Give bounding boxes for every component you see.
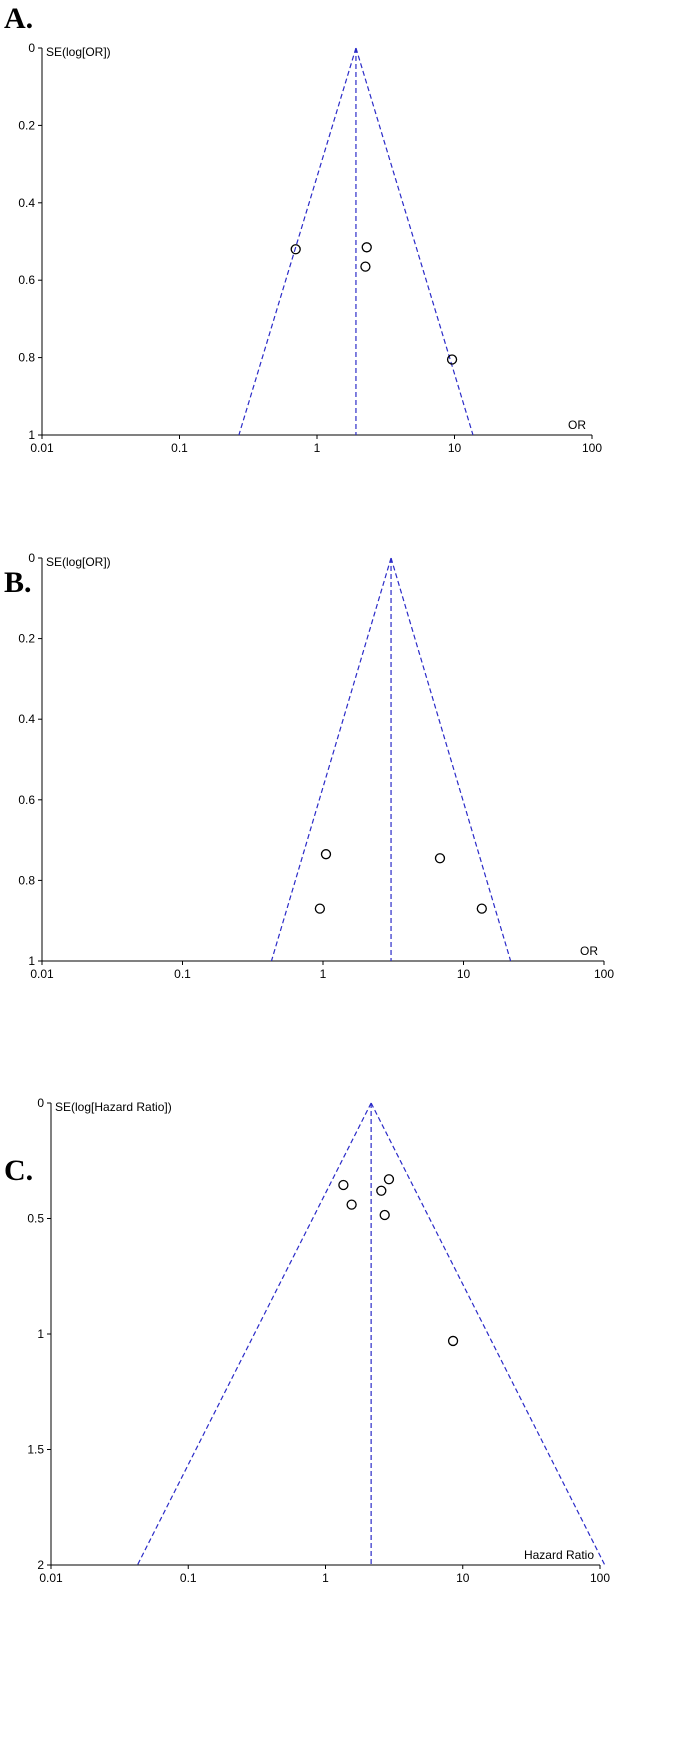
panel-a-label: A. [4,2,34,35]
x-tick-label: 0.01 [30,967,54,981]
study-point [360,261,371,272]
study-point [346,1199,357,1210]
funnel-left-limit [238,47,357,436]
funnel-left-limit [136,1102,372,1566]
y-axis-title: SE(log[OR]) [46,45,111,59]
y-axis-title: SE(log[OR]) [46,555,111,569]
x-tick-label: 0.1 [174,967,191,981]
funnel-left-limit [270,557,392,962]
study-point [376,1185,387,1196]
x-tick-label: 100 [582,441,602,455]
y-axis-title: SE(log[Hazard Ratio]) [55,1100,172,1114]
x-tick-label: 1 [320,967,327,981]
panel-c-label: C. [4,1154,34,1187]
x-tick-label: 10 [457,967,471,981]
x-tick-label: 0.01 [39,1571,63,1585]
study-point [314,903,326,914]
funnel-right-limit [355,47,474,436]
study-point [434,853,446,864]
y-tick-label: 0.8 [18,351,35,365]
y-tick-label: 1 [28,954,35,968]
y-tick-label: 1.5 [27,1443,44,1457]
y-tick-label: 0.4 [18,712,35,726]
y-tick-label: 0.6 [18,793,35,807]
y-tick-label: 0.8 [18,873,35,887]
x-tick-label: 0.1 [171,441,188,455]
x-tick-label: 10 [456,1571,470,1585]
x-tick-label: 0.01 [30,441,54,455]
y-tick-label: 2 [37,1558,44,1572]
study-point [361,242,372,253]
study-point [447,1335,459,1347]
x-tick-label: 100 [594,967,614,981]
y-tick-label: 0.2 [18,632,35,646]
y-tick-label: 0 [28,41,35,55]
y-tick-label: 1 [28,428,35,442]
x-tick-label: 1 [322,1571,329,1585]
study-point [476,903,487,914]
x-tick-label: 1 [314,441,321,455]
study-point [379,1209,390,1221]
y-tick-label: 0.5 [27,1212,44,1226]
x-axis-title: Hazard Ratio [524,1548,594,1562]
funnel-right-limit [390,557,512,962]
x-tick-label: 100 [590,1571,610,1585]
y-tick-label: 0 [28,551,35,565]
study-point [383,1174,395,1185]
study-point [338,1179,349,1191]
y-tick-label: 1 [37,1327,44,1341]
y-tick-label: 0 [37,1096,44,1110]
funnel-right-limit [370,1102,606,1566]
y-tick-label: 0.4 [18,196,35,210]
x-axis-title: OR [568,418,586,432]
funnel-plot-c: 0 0.5 1 1.5 20.01 0.1 1 10 100 SE(log[Hazard Rati… [27,1096,610,1585]
study-point [446,354,458,365]
y-tick-label: 0.6 [18,273,35,287]
x-axis-title: OR [580,944,598,958]
study-point [290,244,301,255]
x-tick-label: 0.1 [180,1571,197,1585]
x-tick-label: 10 [448,441,462,455]
study-point [320,849,332,860]
panel-b-label: B. [4,566,32,599]
y-tick-label: 0.2 [18,118,35,132]
